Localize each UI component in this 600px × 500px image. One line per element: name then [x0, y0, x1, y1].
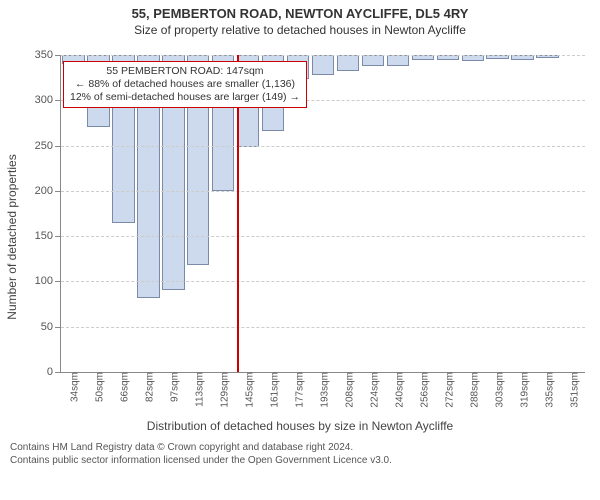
- plot-area: 34sqm50sqm66sqm82sqm97sqm113sqm129sqm145…: [60, 55, 585, 373]
- y-tick-label: 250: [35, 140, 61, 152]
- x-tick-label: 272sqm: [440, 372, 455, 408]
- y-tick-label: 150: [35, 230, 61, 242]
- x-tick-label: 256sqm: [415, 372, 430, 408]
- x-tick-label: 335sqm: [540, 372, 555, 408]
- x-tick-label: 351sqm: [565, 372, 580, 408]
- annotation-line3: 12% of semi-detached houses are larger (…: [70, 91, 300, 104]
- x-tick-label: 193sqm: [316, 372, 331, 408]
- x-tick-label: 224sqm: [365, 372, 380, 408]
- y-tick-label: 350: [35, 49, 61, 61]
- y-tick-label: 100: [35, 275, 61, 287]
- grid-line: [61, 327, 585, 328]
- bar-slot: 256sqm: [410, 55, 435, 372]
- bar-slot: 288sqm: [460, 55, 485, 372]
- bar-slot: 319sqm: [510, 55, 535, 372]
- y-tick-label: 0: [47, 366, 61, 378]
- bar-slot: 240sqm: [385, 55, 410, 372]
- x-tick-label: 288sqm: [465, 372, 480, 408]
- bar: [362, 55, 384, 66]
- grid-line: [61, 191, 585, 192]
- footer: Contains HM Land Registry data © Crown c…: [0, 437, 600, 467]
- y-tick-label: 300: [35, 94, 61, 106]
- x-tick-label: 97sqm: [166, 372, 181, 402]
- footer-line1: Contains HM Land Registry data © Crown c…: [10, 441, 590, 454]
- bar: [387, 55, 409, 66]
- x-tick-label: 240sqm: [390, 372, 405, 408]
- x-tick-label: 34sqm: [66, 372, 81, 402]
- bar-slot: 351sqm: [560, 55, 585, 372]
- grid-line: [61, 146, 585, 147]
- bar-slot: 303sqm: [485, 55, 510, 372]
- x-axis-label: Distribution of detached houses by size …: [0, 419, 600, 433]
- annotation-line1: 55 PEMBERTON ROAD: 147sqm: [70, 65, 300, 78]
- bar-slot: 208sqm: [335, 55, 360, 372]
- bar: [312, 55, 334, 75]
- bar-slot: 272sqm: [435, 55, 460, 372]
- x-tick-label: 113sqm: [191, 372, 206, 407]
- page-title: 55, PEMBERTON ROAD, NEWTON AYCLIFFE, DL5…: [0, 0, 600, 21]
- grid-line: [61, 236, 585, 237]
- chart-container: Number of detached properties 34sqm50sqm…: [0, 37, 600, 437]
- x-tick-label: 303sqm: [490, 372, 505, 408]
- x-tick-label: 208sqm: [340, 372, 355, 408]
- bar-slot: 335sqm: [535, 55, 560, 372]
- grid-line: [61, 281, 585, 282]
- y-tick-label: 50: [41, 321, 61, 333]
- bar: [337, 55, 359, 71]
- bar-slot: 224sqm: [360, 55, 385, 372]
- x-tick-label: 50sqm: [91, 372, 106, 402]
- x-tick-label: 82sqm: [141, 372, 156, 402]
- grid-line: [61, 55, 585, 56]
- annotation-line2: ← 88% of detached houses are smaller (1,…: [70, 78, 300, 91]
- annotation-box: 55 PEMBERTON ROAD: 147sqm ← 88% of detac…: [63, 61, 307, 108]
- bar-slot: 193sqm: [311, 55, 336, 372]
- x-tick-label: 177sqm: [291, 372, 306, 408]
- x-tick-label: 66sqm: [116, 372, 131, 402]
- x-tick-label: 129sqm: [216, 372, 231, 408]
- y-axis-label: Number of detached properties: [5, 154, 19, 319]
- y-tick-label: 200: [35, 185, 61, 197]
- x-tick-label: 161sqm: [266, 372, 281, 408]
- x-tick-label: 145sqm: [241, 372, 256, 408]
- footer-line2: Contains public sector information licen…: [10, 454, 590, 467]
- x-tick-label: 319sqm: [515, 372, 530, 408]
- page-subtitle: Size of property relative to detached ho…: [0, 21, 600, 37]
